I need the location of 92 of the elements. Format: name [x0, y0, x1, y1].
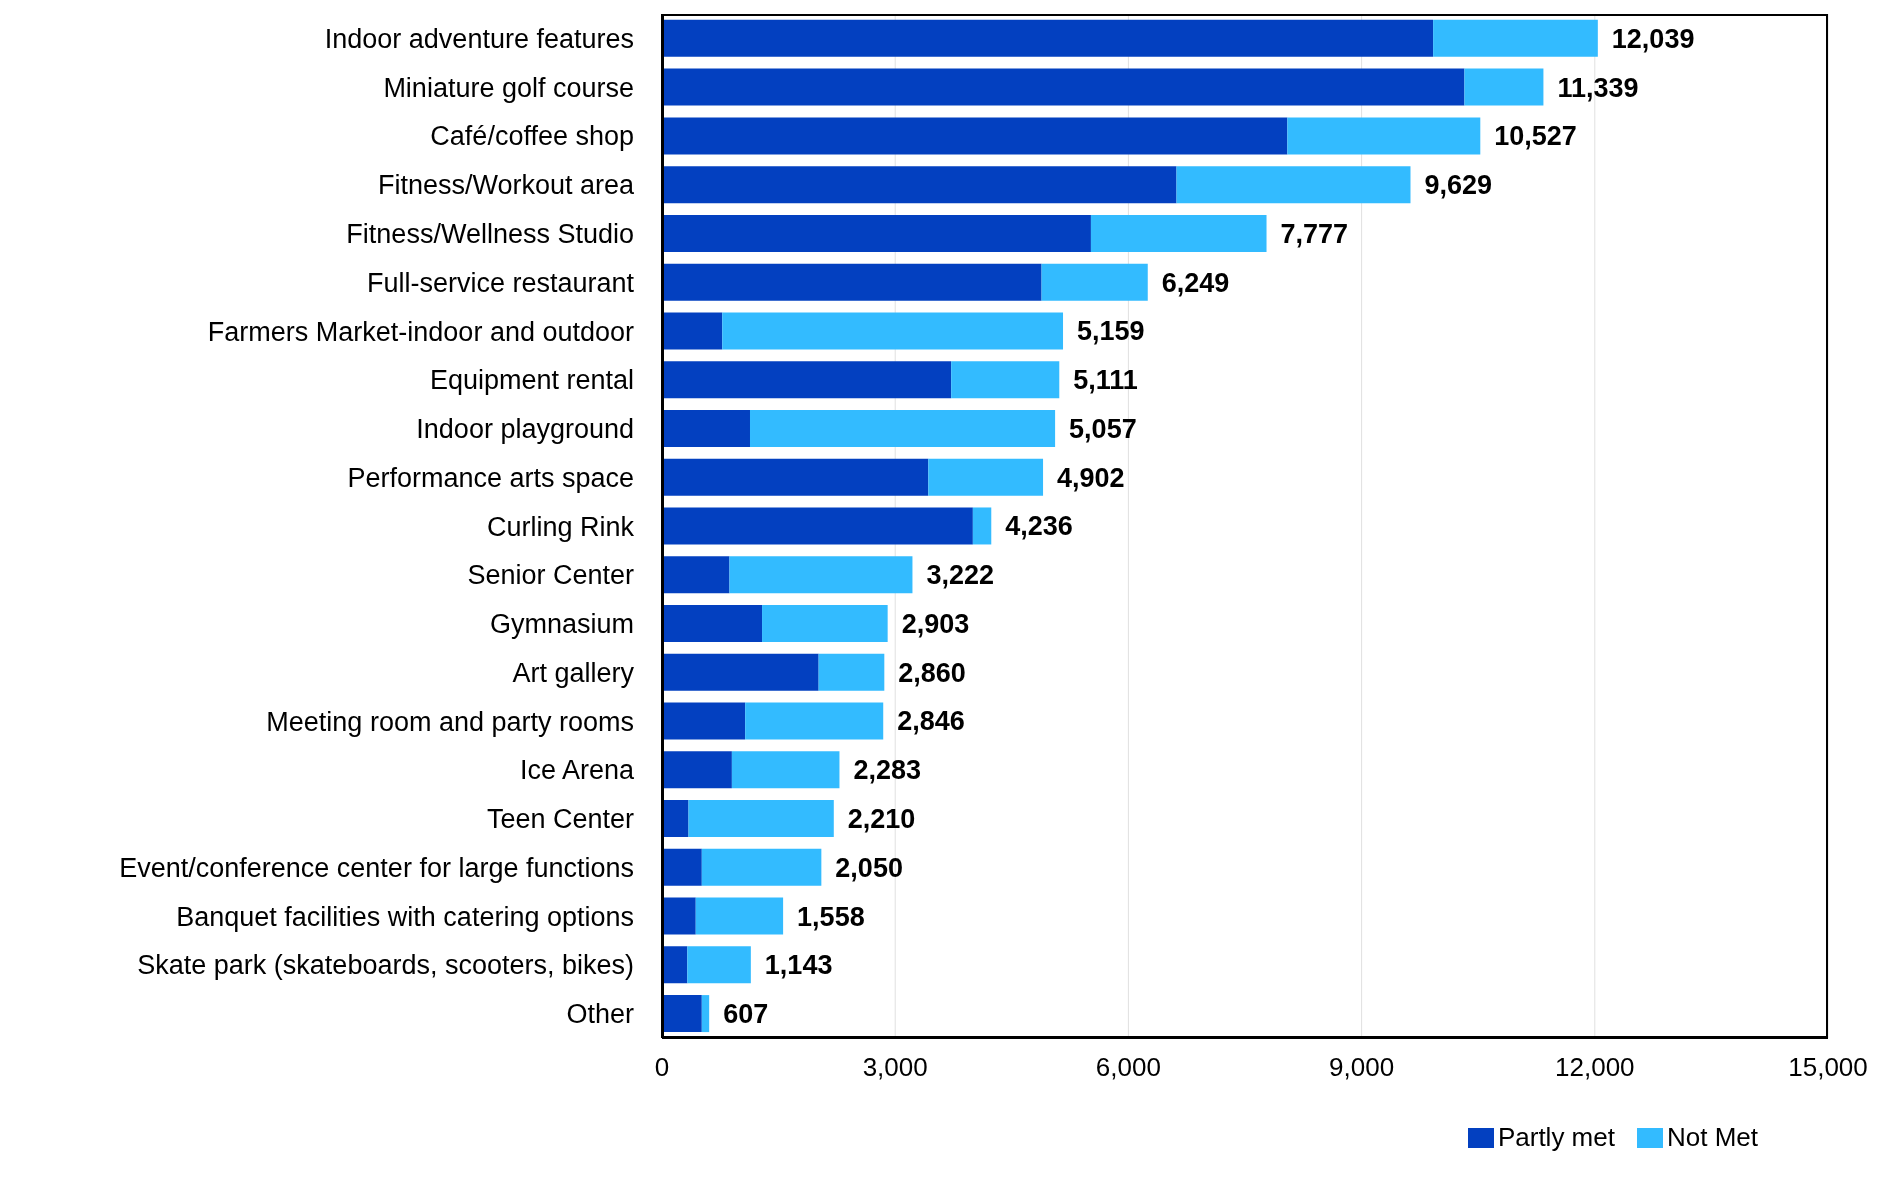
bar — [662, 166, 1177, 204]
x-tick-label: 6,000 — [1095, 1052, 1161, 1083]
total-label: 2,846 — [897, 706, 965, 737]
y-tick-label: Event/conference center for large functions — [119, 852, 634, 883]
y-tick-label: Performance arts space — [347, 462, 634, 493]
y-tick-label: Full-service restaurant — [366, 267, 635, 298]
bar — [662, 409, 750, 447]
total-label: 2,903 — [901, 608, 970, 639]
y-tick-label: Other — [566, 999, 634, 1030]
bar — [1433, 19, 1598, 57]
total-label: 2,283 — [853, 755, 922, 786]
y-tick-label: Senior Center — [467, 560, 634, 591]
y-tick-label: Equipment rental — [429, 365, 634, 396]
bar — [662, 312, 723, 350]
bar — [701, 995, 710, 1033]
bar — [818, 653, 885, 691]
bar — [662, 848, 702, 886]
total-label: 4,236 — [1005, 511, 1073, 542]
total-label: 2,860 — [898, 657, 966, 688]
bar — [928, 458, 1044, 496]
x-tick-label: 3,000 — [862, 1052, 928, 1083]
bar — [662, 702, 746, 740]
bar — [729, 556, 913, 594]
total-label: 5,159 — [1077, 316, 1145, 347]
legend-label: Not Met — [1666, 1122, 1758, 1153]
total-label: 6,249 — [1161, 267, 1230, 298]
bar — [662, 117, 1288, 155]
bar — [951, 361, 1060, 399]
y-tick-label: Meeting room and party rooms — [266, 706, 634, 737]
bar — [688, 800, 834, 838]
bar — [1041, 263, 1148, 301]
x-tick-label: 9,000 — [1329, 1052, 1395, 1083]
y-tick-label: Gymnasium — [489, 609, 634, 640]
x-tick-label: 0 — [654, 1052, 670, 1083]
total-label: 3,222 — [926, 560, 995, 591]
y-tick-label: Fitness/Workout area — [377, 170, 635, 201]
bar — [662, 556, 730, 594]
bar — [1176, 166, 1411, 204]
bar — [662, 263, 1042, 301]
x-tick-label: 12,000 — [1555, 1052, 1635, 1083]
total-label: 5,111 — [1073, 365, 1138, 396]
bar — [731, 751, 840, 789]
total-label: 11,339 — [1557, 72, 1639, 103]
total-label: 5,057 — [1069, 413, 1137, 444]
bar — [662, 604, 763, 642]
bar — [662, 19, 1434, 57]
y-tick-label: Teen Center — [486, 804, 634, 835]
y-tick-label: Café/coffee shop — [430, 121, 634, 152]
y-tick-label: Skate park (skateboards, scooters, bikes) — [137, 950, 634, 981]
total-label: 9,629 — [1424, 170, 1493, 201]
y-tick-label: Art gallery — [512, 657, 635, 688]
y-tick-label: Ice Arena — [519, 755, 635, 786]
bar — [1287, 117, 1481, 155]
bar — [662, 507, 973, 545]
bar — [662, 751, 732, 789]
total-label: 12,039 — [1611, 23, 1695, 54]
bar — [662, 946, 688, 984]
x-tick-label: 15,000 — [1788, 1052, 1868, 1083]
y-tick-label: Farmers Market-indoor and outdoor — [207, 316, 635, 347]
bar — [662, 68, 1465, 106]
y-tick-label: Indoor playground — [416, 414, 634, 445]
legend-label: Partly met — [1497, 1122, 1615, 1153]
bar — [662, 653, 819, 691]
bar — [687, 946, 751, 984]
bar — [662, 361, 952, 399]
total-label: 2,210 — [847, 803, 916, 834]
total-label: 4,902 — [1057, 462, 1125, 493]
bar — [749, 409, 1056, 447]
y-tick-label: Banquet facilities with catering options — [176, 901, 634, 932]
total-label: 2,050 — [835, 852, 903, 883]
total-label: 1,558 — [797, 901, 865, 932]
bar — [662, 897, 696, 935]
bar — [662, 458, 929, 496]
y-tick-label: Curling Rink — [486, 511, 635, 542]
y-tick-label: Miniature golf course — [383, 72, 634, 103]
bar — [701, 848, 822, 886]
total-label: 7,777 — [1280, 218, 1349, 249]
bar — [662, 995, 702, 1033]
bar — [972, 507, 992, 545]
bar — [695, 897, 784, 935]
y-tick-label: Fitness/Wellness Studio — [346, 219, 634, 250]
bar — [762, 604, 888, 642]
total-label: 607 — [723, 999, 769, 1030]
total-label: 1,143 — [764, 950, 833, 981]
y-tick-label: Indoor adventure features — [324, 23, 634, 54]
bar — [745, 702, 884, 740]
bar — [722, 312, 1064, 350]
bar — [662, 214, 1091, 252]
total-label: 10,527 — [1494, 121, 1577, 152]
bar — [1090, 214, 1267, 252]
bar — [662, 800, 689, 838]
bar — [1464, 68, 1544, 106]
